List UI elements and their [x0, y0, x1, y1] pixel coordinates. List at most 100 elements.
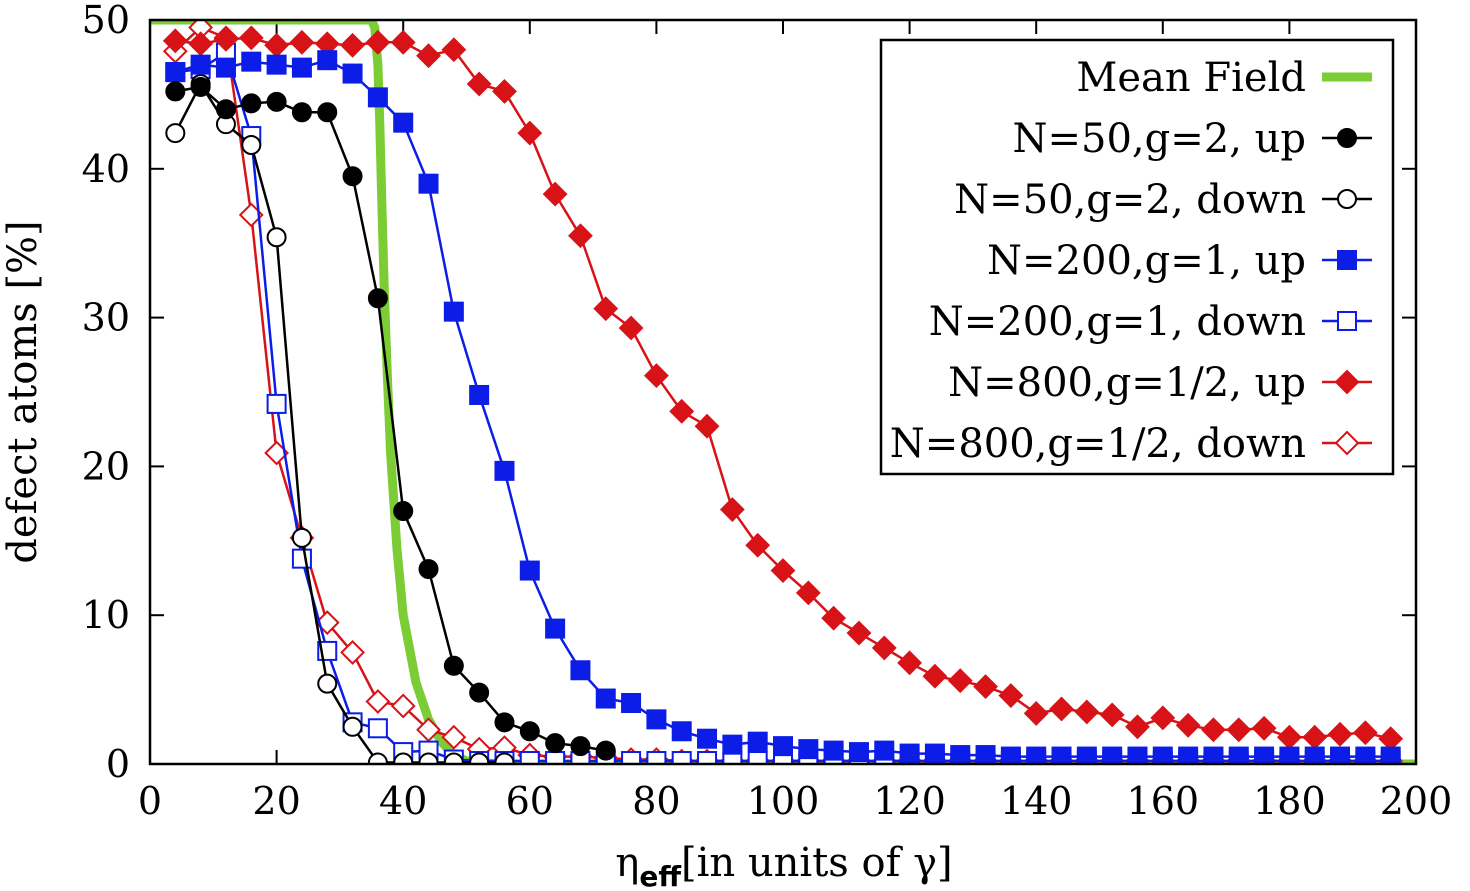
legend-label: N=200,g=1, up [987, 238, 1306, 284]
data-point [291, 548, 312, 569]
data-point [950, 745, 971, 764]
data-point [773, 736, 793, 757]
data-point [241, 93, 262, 114]
x-tick-label: 180 [1253, 779, 1326, 823]
data-point [1254, 746, 1275, 764]
data-point [1201, 717, 1226, 743]
data-point [1076, 746, 1097, 764]
data-point [924, 743, 945, 764]
data-point [241, 51, 262, 72]
data-point [367, 718, 388, 739]
data-point [390, 29, 416, 55]
data-point [317, 673, 338, 694]
data-point [1175, 712, 1201, 738]
data-point [317, 50, 338, 71]
data-point [443, 301, 464, 322]
data-point [646, 709, 667, 730]
data-point [823, 740, 844, 761]
data-point [871, 635, 897, 661]
x-tick-label: 100 [747, 779, 820, 823]
data-point [643, 363, 669, 389]
plot-frame [148, 18, 1418, 766]
x-tick-label: 0 [138, 779, 162, 823]
data-point [1125, 714, 1150, 740]
data-point [1226, 717, 1252, 743]
y-tick-label: 30 [82, 296, 130, 340]
data-point [367, 752, 388, 764]
data-point [367, 288, 388, 309]
data-point [165, 123, 186, 144]
data-point [947, 668, 973, 694]
data-point [1023, 700, 1049, 726]
x-tick-label: 80 [632, 779, 680, 823]
data-point [1049, 696, 1074, 722]
y-tick-label: 0 [106, 742, 130, 786]
data-point [367, 87, 388, 108]
data-point [418, 752, 439, 764]
data-point [393, 112, 414, 133]
data-point [469, 752, 490, 764]
data-point [443, 752, 464, 764]
legend-marker [1334, 430, 1360, 456]
y-axis-title: defect atoms [%] [0, 220, 46, 563]
legend-label: N=50,g=2, up [1013, 116, 1307, 162]
x-tick-label: 20 [252, 779, 300, 823]
data-point [1099, 702, 1125, 728]
data-point [570, 736, 591, 757]
legend: Mean Field N=50,g=2, up N=50,g=2, down N=20… [879, 38, 1395, 476]
legend-label: N=800,g=1/2, up [948, 360, 1306, 406]
data-point [266, 54, 287, 75]
x-axis-title: ηeff[in units of γ] [615, 840, 952, 891]
data-point [621, 692, 642, 713]
data-point [669, 398, 695, 424]
data-point [646, 751, 667, 764]
data-point [469, 384, 490, 405]
data-point [215, 57, 236, 78]
data-point [494, 752, 515, 764]
data-point [441, 724, 467, 750]
data-point [213, 26, 239, 52]
data-point [697, 751, 718, 764]
data-point [342, 63, 363, 84]
data-point [874, 740, 895, 761]
data-point [973, 674, 998, 700]
data-point [1380, 746, 1401, 764]
data-point [1203, 746, 1224, 764]
data-point [492, 79, 517, 104]
data-point [1352, 720, 1378, 746]
x-tick-label: 60 [506, 779, 554, 823]
data-point [418, 173, 439, 194]
data-point [342, 716, 363, 737]
data-point [215, 99, 236, 120]
data-point [998, 683, 1024, 708]
data-point [469, 682, 490, 703]
data-point [289, 29, 315, 55]
data-point [365, 689, 391, 714]
data-point [291, 57, 312, 78]
data-point [745, 532, 771, 558]
x-tick-label: 140 [1000, 779, 1073, 823]
data-point [264, 32, 290, 58]
data-point [846, 620, 872, 646]
data-point [722, 751, 743, 764]
data-point [897, 650, 923, 676]
data-point [671, 721, 692, 742]
data-point [1051, 746, 1072, 764]
x-axis-subscript: eff [639, 860, 681, 891]
y-tick-label: 20 [82, 444, 130, 488]
data-point [266, 227, 287, 248]
data-point [418, 559, 439, 580]
data-point [241, 134, 262, 155]
data-point [443, 655, 464, 676]
data-point [466, 71, 492, 97]
data-point [165, 81, 186, 102]
series-3 [165, 50, 1401, 764]
data-point [795, 580, 821, 606]
data-point [595, 740, 616, 761]
data-point [340, 32, 365, 58]
legend-marker [1334, 369, 1360, 395]
legend-marker [1337, 250, 1357, 270]
data-point [975, 745, 996, 764]
data-point [517, 120, 543, 146]
data-point [770, 558, 796, 583]
